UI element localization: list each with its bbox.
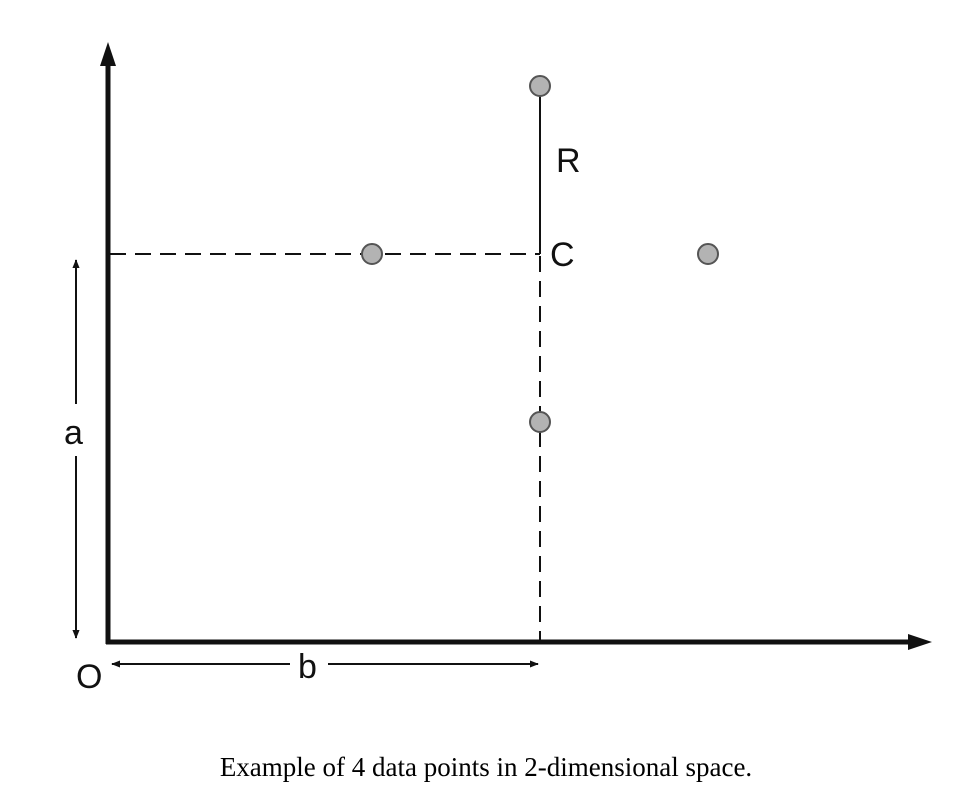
point-left	[361, 243, 383, 265]
label-b: b	[298, 648, 317, 686]
label-origin: O	[76, 658, 102, 696]
label-center: C	[550, 236, 575, 274]
point-right	[697, 243, 719, 265]
label-a: a	[64, 414, 83, 452]
point-top	[529, 75, 551, 97]
figure-caption: Example of 4 data points in 2-dimensiona…	[219, 752, 753, 782]
point-bottom	[529, 411, 551, 433]
y-axis-arrowhead	[100, 42, 116, 66]
x-axis-arrowhead	[908, 634, 932, 650]
label-radius: R	[556, 142, 581, 180]
